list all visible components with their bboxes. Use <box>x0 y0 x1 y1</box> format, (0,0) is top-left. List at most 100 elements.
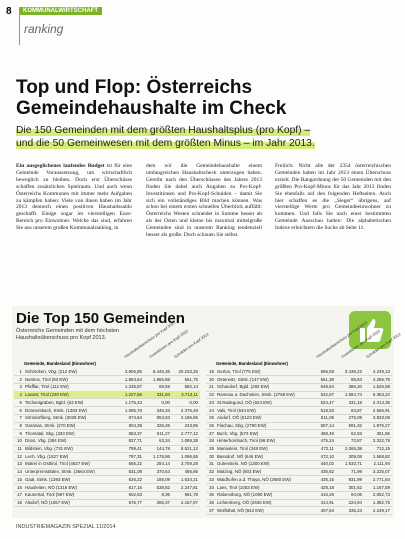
cell-value: 243,85 <box>184 422 198 428</box>
cell-value: 981,78 <box>184 492 198 498</box>
cell-value: 63,34 <box>159 438 170 444</box>
cell-value: 0,00 <box>161 399 170 405</box>
cell-value: 1.382,75 <box>372 499 390 505</box>
cell-value: 631,08 <box>128 469 142 475</box>
municipality: Wolfsthal, NÖ (842 EW) <box>217 507 264 513</box>
cell-value: 407,54 <box>320 507 334 513</box>
cell-value: 863,37 <box>128 430 142 436</box>
cell-value: 1.178,86 <box>152 453 170 459</box>
municipality: Vals, Tirol (544 EW) <box>217 407 256 413</box>
cell-value: 2.313,35 <box>372 399 390 405</box>
cell-value: 2.777,12 <box>180 430 198 436</box>
thumbs-up-icon <box>349 311 391 349</box>
cell-value: 472,11 <box>320 446 334 451</box>
cell-value: 472,10 <box>320 453 334 459</box>
text: ist für eine Gemeinde Voraussetzung, um … <box>16 163 132 232</box>
cell-value: 837,71 <box>128 438 142 444</box>
cell-value: 68,59 <box>159 384 170 390</box>
municipality: Lavant, Tirol (230 EW) <box>25 392 69 398</box>
cell-value: 351,85 <box>376 430 390 436</box>
cell-value: 416,29 <box>320 492 334 498</box>
cell-value: 561,75 <box>184 376 198 382</box>
table-row: 19 Gerlos, Tirol (775 EW) 566,59 3.436,22 4.… <box>206 368 392 377</box>
cell-value: 1.634,21 <box>180 476 198 482</box>
cell-value: 2.065,38 <box>344 446 362 451</box>
municipality: Gutenstein, NÖ (1300 EW) <box>217 461 270 467</box>
cell-value: 331,18 <box>348 399 362 405</box>
rank: 11 <box>17 446 22 451</box>
cell-value: 1.096,65 <box>180 453 198 459</box>
cell-value: 98,63 <box>351 376 362 382</box>
municipality: Gerlos, Tirol (775 EW) <box>217 369 261 374</box>
cell-value: 440,02 <box>320 461 334 467</box>
cell-value: 507,14 <box>320 422 334 428</box>
cell-value: 561,38 <box>320 376 334 382</box>
cell-value: 71,99 <box>351 469 362 475</box>
cell-value: 2.111,94 <box>373 461 390 467</box>
text-column: Freilich: Nicht alle der 2354 österreich… <box>275 163 391 232</box>
rank: 6 <box>19 407 22 413</box>
subtitle: Die 150 Gemeinden mit dem größten Hausha… <box>16 124 326 150</box>
cell-value: 576,77 <box>128 499 142 505</box>
rubric: ranking <box>24 22 64 36</box>
rank: 2 <box>19 376 22 382</box>
cell-value: 8.521,12 <box>180 446 198 451</box>
municipality: Matzing, NÖ (803 EW) <box>217 469 262 475</box>
table-row: 1 Schröcken, Vbg. (212 EW) 3.906,85 8.445,3… <box>14 368 200 377</box>
cell-value: 3.833,08 <box>372 415 390 421</box>
municipality: Bildstein, Vbg. (731 EW) <box>25 446 73 451</box>
cell-value: 665,22 <box>128 461 142 467</box>
cell-value: 831,99 <box>348 476 362 482</box>
table-row: 27 Buch, Vbg. (573 EW) 488,49 62,83 351,85 <box>206 430 392 438</box>
cell-value: 331,84 <box>156 392 170 398</box>
cell-value: 4.249,13 <box>372 369 390 374</box>
cell-value: 486,86 <box>184 469 198 475</box>
cell-value: 370,63 <box>156 469 170 475</box>
rank: 29 <box>209 446 214 451</box>
table-row: 34 Lans, Tirol (1053 EW) 428,18 301,62 1.167… <box>206 484 392 492</box>
municipality: Osterwitz, Stmk. (147 EW) <box>217 376 269 382</box>
table-row: 10 Düns, Vbg. (384 EW) 837,71 63,34 1.089,38 <box>14 437 200 446</box>
cell-value: 797,31 <box>128 453 142 459</box>
municipality: St.Radegund, OÖ (624 EW) <box>217 399 272 405</box>
cell-value: 1.227,56 <box>124 392 142 398</box>
table-row: 9 Thomatal, Sbg. (333 EW) 863,37 511,27 2.77… <box>14 430 200 438</box>
rank: 25 <box>209 415 214 421</box>
municipality: Waidhofen a.d. Thaya, NÖ (2680 EW) <box>217 476 291 482</box>
cell-value: 532,67 <box>320 392 334 398</box>
cell-value: 144,78 <box>156 446 170 451</box>
municipality: Namlos, Tirol (83 EW) <box>25 376 68 382</box>
cell-value: 1.526,58 <box>372 384 390 390</box>
table-row: 5 Tschanigraben, Bgld. (63 EW) 1.175,43 0,0… <box>14 399 200 408</box>
cell-value: 511,09 <box>320 415 334 421</box>
table-row: 30 Bassdorf, NÖ (646 EW) 472,10 309,08 1.568… <box>206 453 392 462</box>
municipality: Gaal, Stmk. (1393 EW) <box>25 476 71 482</box>
cell-value: 2.771,84 <box>372 476 390 482</box>
cell-value: 8,36 <box>161 492 170 498</box>
cell-value: 1.976,27 <box>372 422 390 428</box>
cell-value: 904,39 <box>128 422 142 428</box>
municipality: Lans, Tirol (1053 EW) <box>217 484 260 490</box>
lead: Ein ausgeglichenes laufendes Budget <box>16 163 105 169</box>
cell-value: 1.085,78 <box>124 407 142 413</box>
municipality: Matrei in Osttirol, Tirol (4627 EW) <box>25 461 90 467</box>
table-box <box>12 306 394 518</box>
cell-value: 591,32 <box>348 422 362 428</box>
text-column: Ein ausgeglichenes laufendes Budget ist … <box>16 163 132 232</box>
cell-value: 3.225,07 <box>372 469 390 475</box>
table-row: 37 Wolfsthal, NÖ (842 EW) 407,54 335,23 2.24… <box>206 507 392 515</box>
municipality: Alsdorf, NÖ (1657 EW) <box>25 499 70 505</box>
cell-value: 428,18 <box>320 484 334 490</box>
table-row: 28 Hinterhornbach, Tirol (96 EW) 475,24 73,… <box>206 437 392 446</box>
rank: 13 <box>17 461 22 467</box>
municipality: Lech, Vbg. (1527 EW) <box>25 453 69 459</box>
rank: 1 <box>19 369 22 374</box>
cell-value: 0,00 <box>189 399 198 405</box>
table-row: 14 Unterpremstätten, Stmk. (3664 EW) 631,0… <box>14 468 200 477</box>
table-row: 16 Hausleiten, NÖ (1316 EW) 617,15 538,82 2.… <box>14 484 200 492</box>
table-row: 29 Mariastein, Tirol (348 EW) 472,11 2.065,… <box>206 445 392 454</box>
footer: INDUSTRIEMAGAZIN SPEZIAL 11/2014 <box>16 524 116 530</box>
municipality: Hausleiten, NÖ (1316 EW) <box>25 484 77 490</box>
table-row: 26 Flachau, Sbg. (2790 EW) 507,14 591,32 1.9… <box>206 422 392 431</box>
